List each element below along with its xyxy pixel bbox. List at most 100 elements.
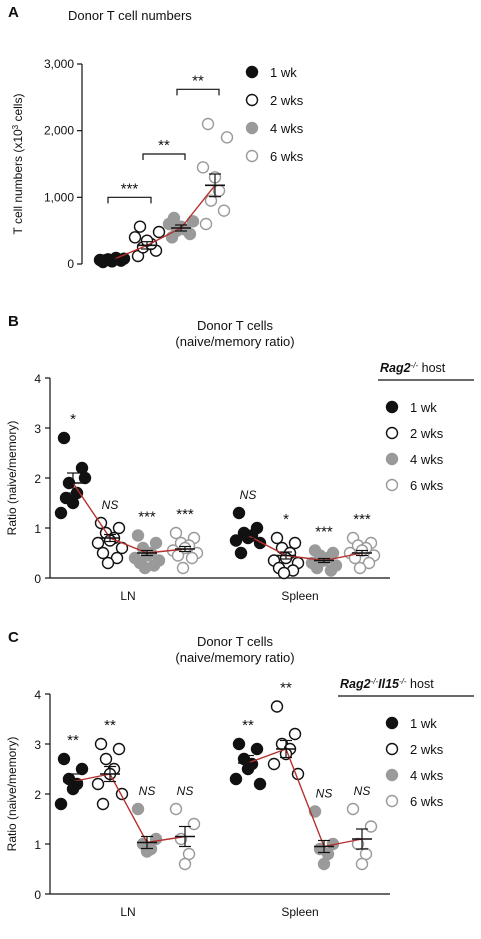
data-point: [131, 802, 145, 816]
y-tick-label: 3: [34, 738, 41, 752]
significance-label: *: [70, 411, 76, 428]
legend-label: 4 wks: [410, 452, 444, 467]
data-point: [54, 506, 68, 520]
data-point: [201, 117, 215, 131]
data-point: [199, 217, 213, 231]
legend-label: 1 wk: [410, 716, 437, 731]
significance-label: NS: [354, 784, 371, 798]
chart-title-line1: Donor T cells: [197, 318, 274, 333]
y-tick-label: 1,000: [44, 190, 74, 204]
mean-trend-line: [247, 534, 363, 562]
legend-marker-3: [245, 149, 259, 163]
y-tick-label: 1: [34, 838, 41, 852]
significance-bracket: [176, 88, 220, 96]
legend-marker-1: [385, 742, 399, 756]
y-tick-label: 4: [34, 688, 41, 702]
significance-label: ***: [138, 509, 156, 526]
data-point: [101, 556, 115, 570]
data-point: [288, 727, 302, 741]
data-point: [54, 797, 68, 811]
data-point: [270, 531, 284, 545]
data-point: [204, 194, 218, 207]
data-point: [152, 225, 166, 239]
data-point: [169, 526, 183, 540]
data-point: [317, 857, 331, 871]
legend-label: 6 wks: [410, 478, 444, 493]
data-point: [131, 529, 145, 542]
y-tick-label: 2: [34, 788, 41, 802]
significance-label: **: [158, 137, 170, 154]
y-tick-label: 3,000: [44, 57, 74, 71]
y-tick-label: 0: [67, 257, 74, 271]
data-point: [176, 561, 190, 575]
legend-marker-0: [385, 716, 399, 730]
legend-label: 4 wks: [410, 768, 444, 783]
significance-label: ***: [176, 506, 194, 523]
host-label: Rag2-/- host: [380, 361, 446, 376]
panel-label: C: [8, 629, 19, 646]
significance-label: NS: [177, 784, 194, 798]
panel-label: A: [8, 4, 19, 21]
significance-bracket: [142, 153, 186, 160]
y-tick-label: 3: [34, 422, 41, 436]
data-point: [96, 546, 110, 560]
data-point: [75, 461, 89, 475]
chart-title-line1: Donor T cells: [197, 634, 274, 649]
data-point: [149, 536, 163, 550]
chart-title-line2: (naive/memory ratio): [175, 334, 294, 349]
legend-marker-2: [245, 121, 259, 135]
data-point: [234, 546, 248, 560]
data-point: [138, 561, 152, 575]
data-point: [310, 561, 324, 575]
significance-label: NS: [102, 498, 119, 512]
data-point: [196, 161, 210, 174]
data-point: [353, 561, 367, 575]
data-point: [99, 752, 113, 766]
chart-title-line2: (naive/memory ratio): [175, 650, 294, 665]
data-point: [112, 521, 126, 535]
chart-title: Donor T cell numbers: [68, 8, 192, 23]
legend-marker-2: [385, 452, 399, 466]
data-point: [186, 215, 200, 228]
category-label: LN: [120, 905, 135, 919]
legend-marker-1: [245, 93, 259, 107]
significance-label: NS: [316, 787, 333, 801]
significance-label: **: [67, 732, 79, 749]
data-point: [355, 857, 369, 871]
y-tick-label: 2,000: [44, 124, 74, 138]
legend-label: 6 wks: [410, 794, 444, 809]
data-point: [229, 534, 243, 547]
y-tick-label: 0: [34, 888, 41, 902]
data-point: [133, 220, 147, 233]
data-point: [91, 536, 105, 550]
significance-label: ***: [353, 511, 371, 528]
significance-bracket: [107, 196, 152, 204]
data-point: [270, 700, 284, 713]
y-tick-label: 1: [34, 522, 41, 536]
legend-label: 2 wks: [410, 742, 444, 757]
significance-label: NS: [240, 488, 257, 502]
significance-label: **: [104, 717, 116, 734]
panel-label: B: [8, 313, 19, 330]
legend-label: 2 wks: [410, 426, 444, 441]
data-point: [324, 564, 338, 577]
data-point: [94, 737, 108, 751]
data-point: [288, 536, 302, 550]
data-point: [57, 431, 71, 445]
category-label: LN: [120, 589, 135, 603]
data-point: [277, 566, 291, 580]
data-point: [78, 471, 92, 485]
y-axis-label: T cell numbers (x103 cells): [11, 94, 26, 235]
significance-label: *: [283, 511, 289, 528]
y-axis-label: Ratio (naive/memory): [5, 737, 19, 852]
data-point: [229, 772, 243, 786]
legend-marker-0: [385, 400, 399, 414]
significance-label: **: [192, 72, 204, 89]
data-point: [169, 802, 183, 816]
data-point: [185, 551, 199, 565]
legend-label: 1 wk: [270, 65, 297, 80]
panel-a: A Donor T cell numbers 0 1,000 2,000 3,000 T c…: [8, 4, 304, 271]
data-point: [232, 737, 246, 751]
data-point: [267, 757, 281, 771]
legend-label: 6 wks: [270, 149, 304, 164]
